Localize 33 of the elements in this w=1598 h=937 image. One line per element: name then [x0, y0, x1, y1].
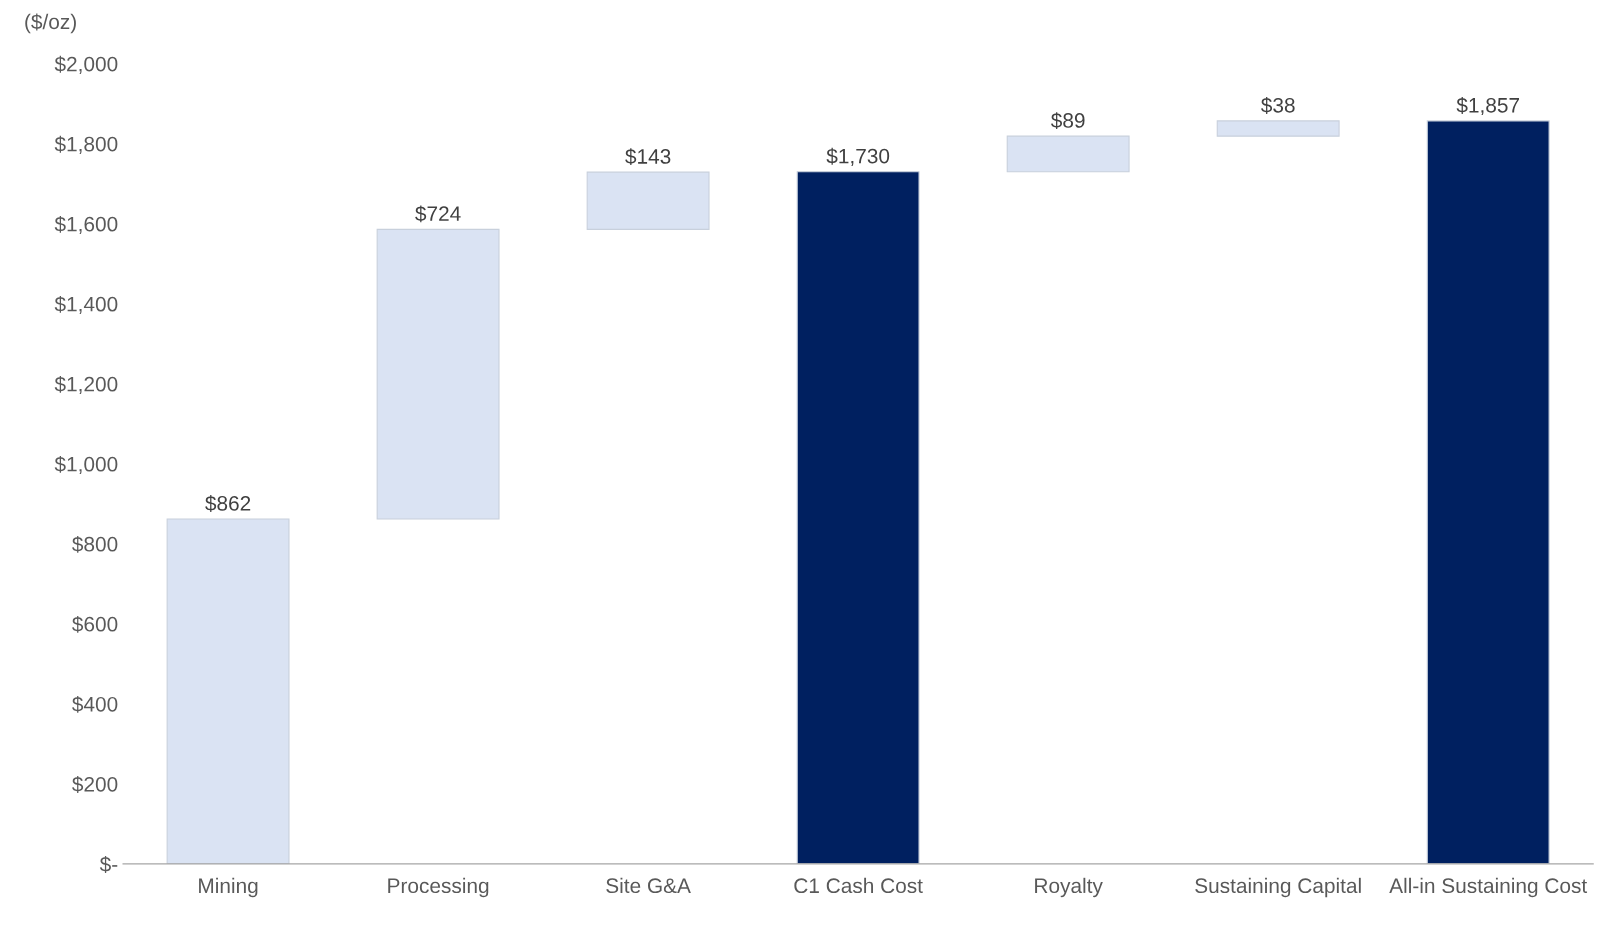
data-label: $89	[1051, 112, 1085, 130]
y-tick-label: $1,000	[54, 455, 118, 475]
data-label: $1,730	[826, 147, 890, 166]
data-label: $143	[625, 148, 671, 166]
bar	[1426, 120, 1550, 864]
x-tick-label: Processing	[388, 877, 489, 898]
y-tick-label: $1,600	[54, 215, 118, 234]
y-tick-label: $1,200	[54, 375, 118, 395]
y-tick-label: $600	[72, 615, 118, 633]
x-tick-label: Sustaining Capital	[1195, 877, 1361, 898]
bar	[796, 171, 920, 864]
data-label: $38	[1261, 97, 1295, 114]
bar	[1216, 120, 1340, 137]
x-tick-label: Royalty	[1035, 877, 1103, 898]
bar	[166, 518, 290, 864]
bar	[376, 228, 500, 520]
y-tick-label: $1,800	[54, 135, 118, 154]
x-tick-label: Site G&A	[606, 877, 691, 894]
data-label: $862	[205, 495, 251, 512]
y-tick-label: $200	[72, 776, 118, 793]
bar	[1006, 135, 1130, 173]
data-label: $1,857	[1456, 97, 1520, 116]
y-tick-label: $2,000	[54, 55, 118, 74]
x-tick-label: Mining	[199, 877, 258, 898]
x-tick-label: All-in Sustaining Cost	[1389, 877, 1588, 898]
y-tick-label: $800	[72, 535, 118, 553]
y-tick-label: $400	[72, 696, 118, 713]
bar	[586, 171, 710, 230]
x-tick-label: C1 Cash Cost	[794, 877, 923, 894]
data-label: $724	[415, 205, 461, 223]
y-tick-label: $-	[99, 856, 118, 873]
y-tick-label: $1,400	[54, 295, 118, 314]
y-axis-title: ($/oz)	[25, 13, 76, 34]
